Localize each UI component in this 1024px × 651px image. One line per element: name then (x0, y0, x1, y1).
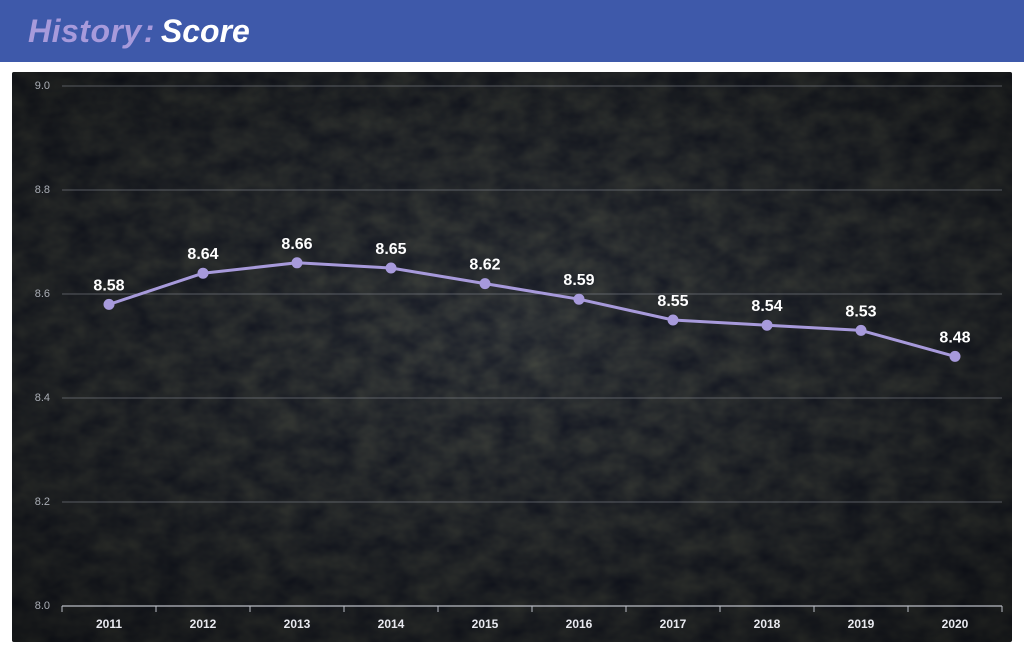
x-category-label: 2017 (660, 617, 687, 631)
data-point (198, 268, 208, 278)
x-category-label: 2014 (378, 617, 405, 631)
data-point (104, 299, 114, 309)
chart-svg: 8.0 8.2 8.4 8.6 8.8 9.0 2011 2012 2013 2014 2015 20… (12, 72, 1012, 642)
value-label: 8.65 (375, 241, 406, 258)
y-tick-label: 8.8 (35, 184, 50, 196)
data-point (856, 325, 866, 335)
header-prefix: History (28, 13, 142, 50)
x-category-label: 2019 (848, 617, 875, 631)
data-point (762, 320, 772, 330)
header-suffix: Score (161, 13, 250, 50)
x-category-label: 2020 (942, 617, 969, 631)
data-point (950, 351, 960, 361)
x-category-label: 2013 (284, 617, 311, 631)
y-tick-label: 8.0 (35, 600, 50, 612)
y-tick-label: 9.0 (35, 80, 50, 92)
y-tick-label: 8.2 (35, 496, 50, 508)
data-point (574, 294, 584, 304)
x-category-label: 2012 (190, 617, 217, 631)
value-label: 8.48 (939, 329, 970, 346)
y-tick-label: 8.4 (35, 392, 50, 404)
x-category-label: 2011 (96, 617, 122, 631)
data-point (480, 279, 490, 289)
value-label: 8.58 (93, 277, 124, 294)
value-label: 8.62 (469, 257, 500, 274)
x-category-label: 2016 (566, 617, 593, 631)
value-label: 8.55 (657, 293, 688, 310)
value-label: 8.54 (751, 298, 782, 315)
data-point (386, 263, 396, 273)
value-label: 8.59 (563, 272, 594, 289)
data-point (292, 258, 302, 268)
value-label: 8.66 (281, 236, 312, 253)
value-label: 8.64 (187, 246, 218, 263)
x-category-label: 2018 (754, 617, 781, 631)
x-category-label: 2015 (472, 617, 499, 631)
y-tick-label: 8.6 (35, 288, 50, 300)
data-point (668, 315, 678, 325)
header-separator: : (144, 13, 155, 50)
score-line (109, 263, 955, 357)
value-label: 8.53 (845, 303, 876, 320)
score-history-chart: 8.0 8.2 8.4 8.6 8.8 9.0 2011 2012 2013 2014 2015 20… (12, 72, 1012, 642)
header-bar: History : Score (0, 0, 1024, 62)
